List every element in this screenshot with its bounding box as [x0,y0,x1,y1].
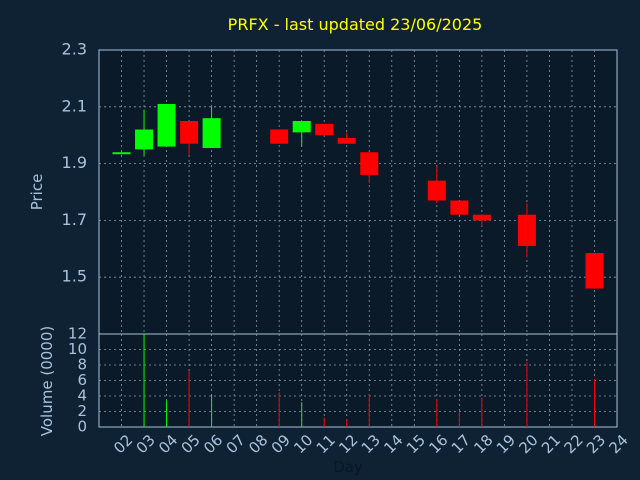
price-tick-label: 1.7 [62,210,87,229]
candle-body [180,121,199,144]
candle-body [450,200,469,215]
volume-axis-label: Volume (0000) [38,326,56,436]
price-panel: 2.3 2.1 1.9 1.7 1.5 Price [28,40,618,335]
price-plot-area [98,49,618,335]
volume-tick-label: 2 [77,402,87,420]
volume-bars [143,334,595,427]
candle-body [472,214,491,221]
price-tick-label: 2.1 [62,96,87,115]
candle-body [270,129,289,144]
price-tick-label: 1.5 [62,267,87,286]
price-y-ticks: 2.3 2.1 1.9 1.7 1.5 [62,40,87,286]
candle-body [135,129,154,150]
volume-tick-label: 0 [77,418,87,436]
x-ticks: 0203040506070809101112131415161718192021… [110,431,632,457]
volume-tick-label: 8 [77,356,87,374]
x-axis-label: Day [333,458,363,476]
candle-body [202,118,221,148]
price-tick-label: 1.9 [62,153,87,172]
price-tick-label: 2.3 [62,40,87,59]
candle-body [292,121,311,133]
candle-body [157,103,176,147]
volume-tick-label: 12 [68,325,87,343]
candle-body [427,180,446,201]
chart-title: PRFX - last updated 23/06/2025 [228,15,483,34]
candle-body [112,152,131,155]
candle-body [337,138,356,144]
volume-tick-label: 10 [68,340,87,358]
candle-body [585,253,604,289]
volume-tick-label: 4 [77,387,87,405]
volume-grid [99,334,617,427]
candle-body [315,123,334,136]
candles [112,103,604,289]
volume-tick-label: 6 [77,371,87,389]
candle-body [517,214,536,246]
candle-body [360,152,379,175]
price-axis-label: Price [28,174,46,211]
